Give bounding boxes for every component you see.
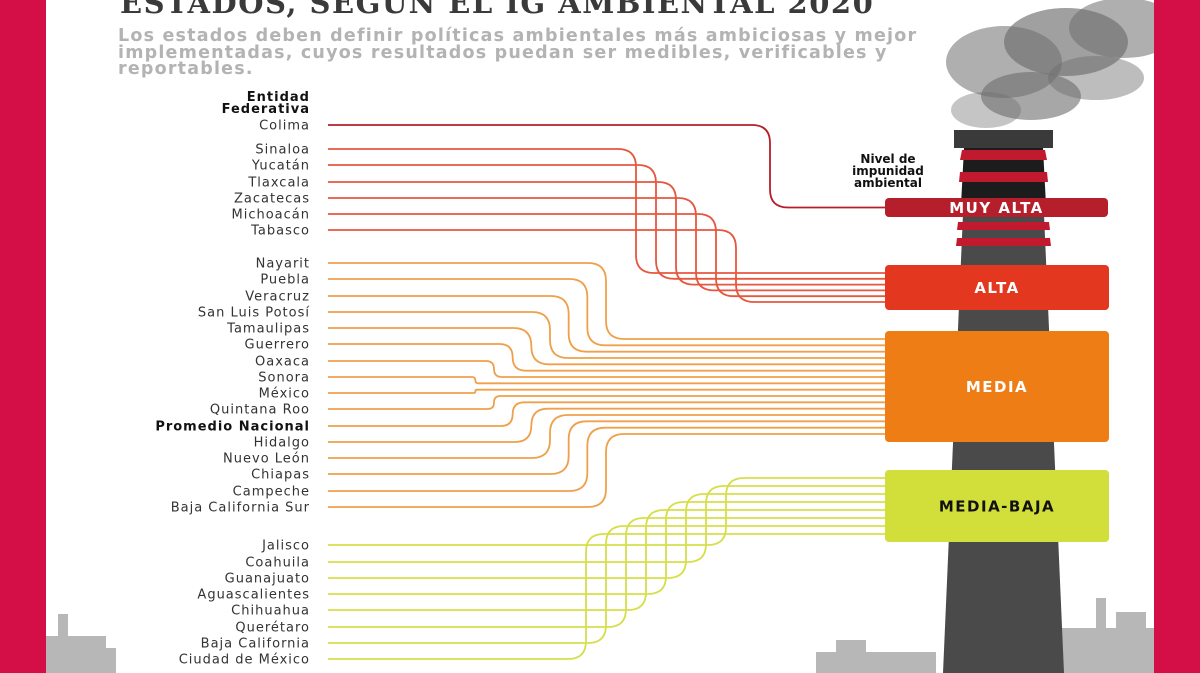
connector-line (328, 477, 885, 546)
city-skyline-icon (46, 598, 1154, 673)
state-label: Chihuahua (231, 604, 310, 619)
level-box (885, 198, 1108, 217)
state-label: Querétaro (235, 621, 310, 636)
connector-line (328, 533, 885, 660)
connector-line (328, 414, 885, 459)
connector-line (328, 401, 885, 427)
state-label: Colima (259, 119, 310, 134)
connector-line (328, 433, 885, 508)
connector-line (328, 501, 885, 595)
level-box (885, 470, 1109, 542)
level-label: MEDIA-BAJA (939, 498, 1055, 516)
state-label: Yucatán (251, 159, 310, 174)
state-label: Tabasco (250, 224, 310, 239)
state-label: San Luis Potosí (198, 306, 310, 321)
state-label: Puebla (260, 273, 310, 288)
column-header: Entidad (247, 90, 310, 105)
state-label: Nayarit (256, 257, 310, 272)
level-label: MUY ALTA (949, 199, 1044, 217)
state-label: Michoacán (232, 208, 311, 223)
levels-header: ambiental (854, 176, 922, 190)
connector-line (328, 148, 885, 274)
level-label: MEDIA (966, 378, 1028, 396)
state-label: Veracruz (245, 290, 310, 305)
level-box (885, 265, 1109, 310)
connector-line (328, 509, 885, 611)
connector-line (328, 197, 885, 292)
connector-line (328, 395, 885, 410)
state-label: Hidalgo (254, 436, 310, 451)
connector-line (328, 360, 885, 378)
state-label: Guerrero (245, 338, 311, 353)
state-label: Nuevo León (223, 452, 310, 467)
state-label: Coahuila (245, 556, 310, 571)
connector-line (328, 213, 885, 298)
state-label: Baja California Sur (171, 501, 310, 516)
state-label: Chiapas (251, 468, 310, 483)
connector-line (328, 343, 885, 372)
connector-line (328, 426, 885, 492)
state-label: Promedio Nacional (155, 420, 310, 435)
state-label: Quintana Roo (210, 403, 310, 418)
connector-line (328, 124, 885, 209)
level-label: ALTA (974, 279, 1019, 297)
state-label: Baja California (201, 637, 310, 652)
state-label: Campeche (233, 485, 310, 500)
connector-line (328, 485, 885, 563)
state-label: Aguascalientes (197, 588, 310, 603)
connector-line (328, 327, 885, 366)
connector-line (328, 517, 885, 628)
connector-line (328, 278, 885, 347)
level-box (885, 331, 1109, 442)
state-label: Sonora (258, 371, 310, 386)
page-title: ESTADOS, SEGÚN EL IG AMBIENTAL 2020 (120, 0, 875, 20)
state-label: Tamaulipas (226, 322, 310, 337)
column-header: Federativa (222, 102, 310, 117)
state-label: Zacatecas (234, 192, 310, 207)
infographic-panel: ESTADOS, SEGÚN EL IG AMBIENTAL 2020 Los … (46, 0, 1154, 673)
connector-line (328, 420, 885, 475)
state-label: Tlaxcala (247, 176, 310, 191)
connector-line (328, 229, 885, 303)
state-label: Ciudad de México (179, 653, 310, 668)
levels-header: impunidad (852, 164, 924, 178)
connector-line (328, 493, 885, 579)
state-label: Jalisco (261, 539, 310, 554)
connector-line (328, 181, 885, 286)
connector-line (328, 388, 885, 394)
state-label: Guanajuato (225, 572, 310, 587)
page-subtitle: Los estados deben definir políticas ambi… (118, 26, 918, 79)
levels-header: Nivel de (860, 152, 915, 166)
connector-line (328, 407, 885, 443)
state-label: Oaxaca (255, 355, 310, 370)
connector-line (328, 311, 885, 359)
connector-line (328, 525, 885, 644)
connector-lines (328, 124, 885, 660)
connector-line (328, 164, 885, 280)
connector-line (328, 295, 885, 353)
state-label: México (259, 387, 310, 402)
smoke-cloud-icon (946, 0, 1154, 128)
connector-line (328, 376, 885, 385)
state-label: Sinaloa (255, 143, 310, 158)
connector-line (328, 262, 885, 340)
